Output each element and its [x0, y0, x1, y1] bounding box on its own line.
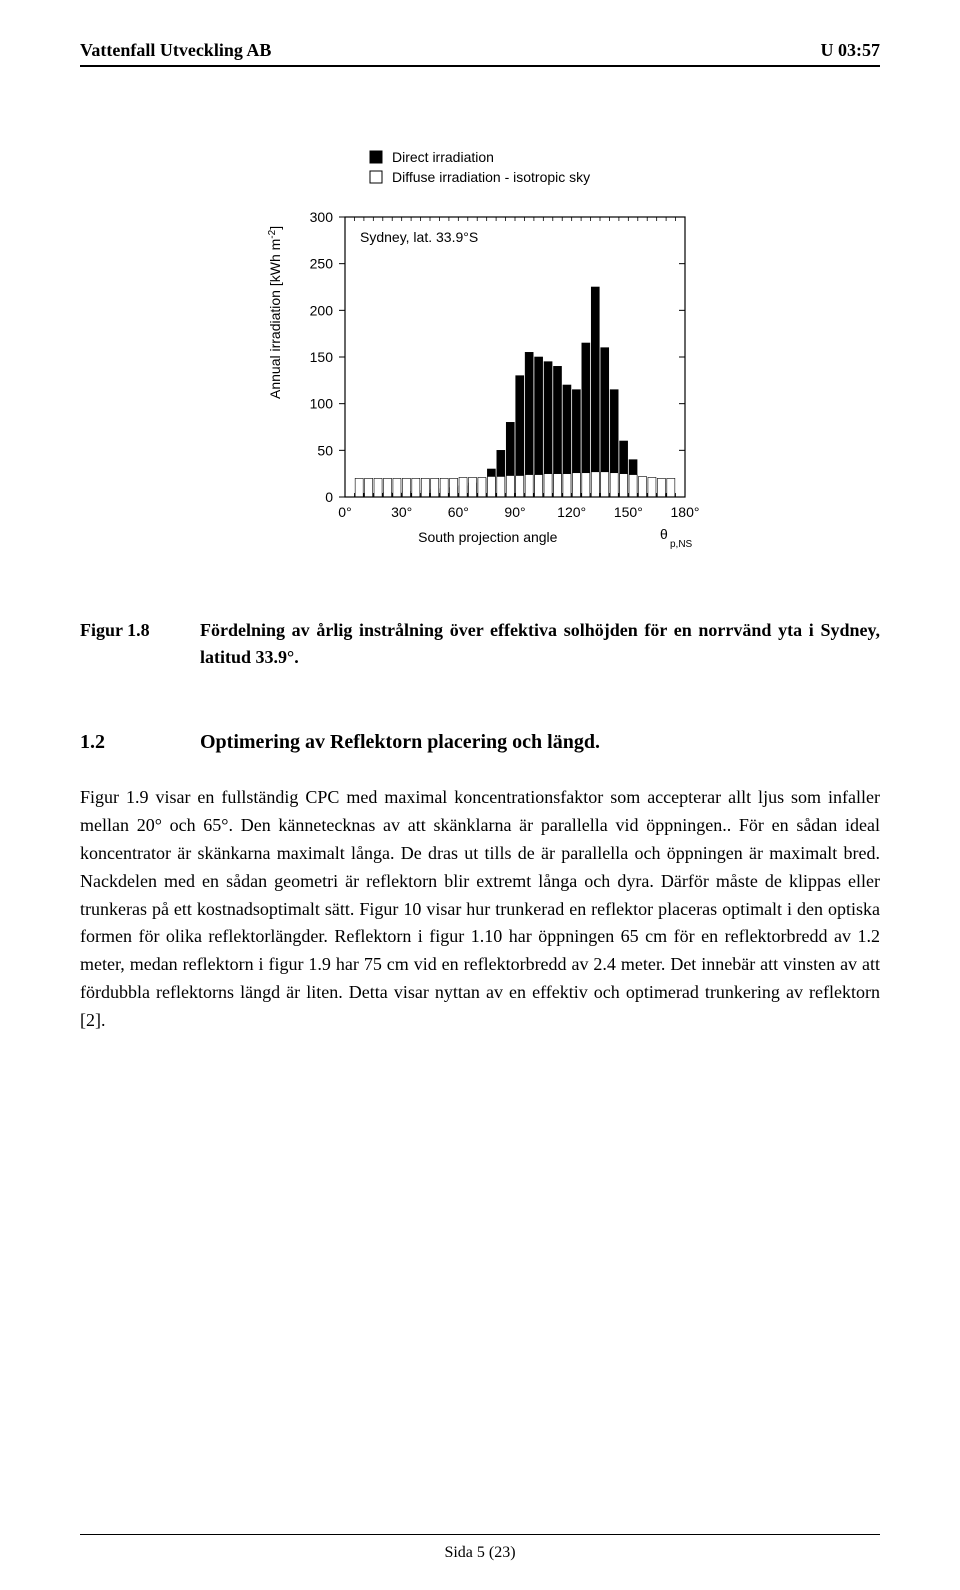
header-left: Vattenfall Utveckling AB: [80, 40, 271, 61]
svg-text:50: 50: [317, 442, 333, 458]
svg-text:Diffuse irradiation - isotropi: Diffuse irradiation - isotropic sky: [392, 169, 590, 185]
svg-text:0°: 0°: [338, 504, 351, 520]
svg-text:250: 250: [310, 256, 334, 272]
svg-text:60°: 60°: [448, 504, 469, 520]
header-right: U 03:57: [821, 40, 881, 61]
irradiation-chart: Direct irradiation Diffuse irradiation - …: [250, 147, 710, 557]
page-header: Vattenfall Utveckling AB U 03:57: [80, 40, 880, 67]
svg-text:90°: 90°: [504, 504, 525, 520]
svg-text:150: 150: [310, 349, 334, 365]
svg-text:0: 0: [325, 489, 333, 505]
section-title: Optimering av Reflektorn placering och l…: [200, 731, 600, 754]
svg-text:South projection angle: South projection angle: [418, 529, 558, 545]
section-heading: 1.2 Optimering av Reflektorn placering o…: [80, 731, 880, 754]
figure-number: Figur 1.8: [80, 617, 200, 671]
figure-caption-text: Fördelning av årlig instrålning över eff…: [200, 617, 880, 671]
svg-text:150°: 150°: [614, 504, 643, 520]
svg-text:θ: θ: [660, 526, 668, 542]
svg-text:100: 100: [310, 396, 334, 412]
footer-rule: [80, 1534, 880, 1535]
svg-text:Sydney, lat. 33.9°S: Sydney, lat. 33.9°S: [360, 229, 478, 245]
svg-text:180°: 180°: [671, 504, 700, 520]
section-number: 1.2: [80, 731, 200, 754]
svg-text:Annual irradiation [kWh m-2]: Annual irradiation [kWh m-2]: [267, 226, 284, 399]
svg-text:120°: 120°: [557, 504, 586, 520]
svg-text:200: 200: [310, 302, 334, 318]
page-footer: Sida 5 (23): [0, 1544, 960, 1562]
svg-text:p,NS: p,NS: [670, 539, 693, 550]
svg-text:300: 300: [310, 209, 334, 225]
chart-container: Direct irradiation Diffuse irradiation - …: [80, 147, 880, 557]
svg-text:Direct irradiation: Direct irradiation: [392, 149, 494, 165]
body-paragraph: Figur 1.9 visar en fullständig CPC med m…: [80, 784, 880, 1035]
svg-text:30°: 30°: [391, 504, 412, 520]
figure-caption: Figur 1.8 Fördelning av årlig instrålnin…: [80, 617, 880, 671]
